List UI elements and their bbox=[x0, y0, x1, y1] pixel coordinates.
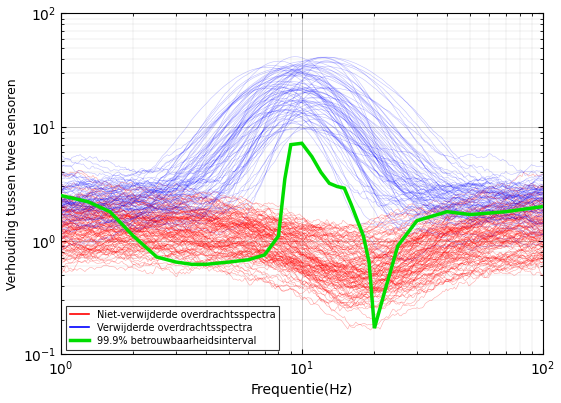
Y-axis label: Verhouding tussen twee sensoren: Verhouding tussen twee sensoren bbox=[6, 78, 19, 290]
Legend: Niet-verwijderde overdrachtsspectra, Verwijderde overdrachtsspectra, 99.9% betro: Niet-verwijderde overdrachtsspectra, Ver… bbox=[66, 306, 279, 349]
X-axis label: Frequentie(Hz): Frequentie(Hz) bbox=[251, 383, 353, 397]
